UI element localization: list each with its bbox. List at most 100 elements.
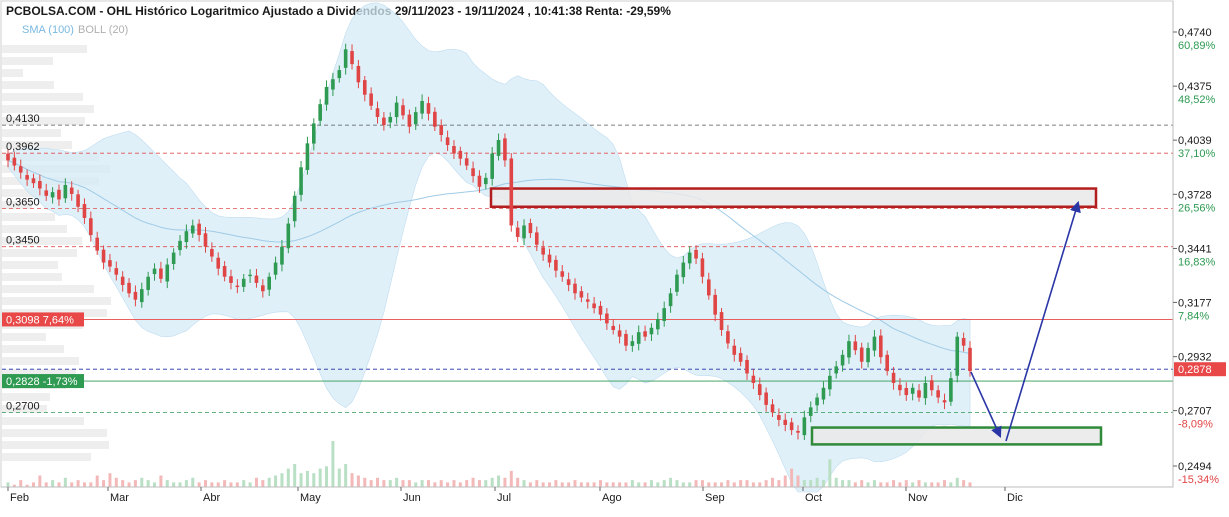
- volume-bar: [433, 482, 437, 487]
- candle: [254, 268, 259, 288]
- legend-boll: BOLL (20): [78, 24, 128, 36]
- volume-bar: [31, 482, 35, 487]
- candle-body: [503, 138, 507, 161]
- candle-body: [471, 168, 475, 177]
- candle: [828, 369, 832, 397]
- candle-body: [611, 325, 616, 330]
- candle: [541, 240, 545, 261]
- volume-bar: [675, 480, 679, 487]
- current-price-tag: 0,2878: [1178, 364, 1212, 376]
- candle-body: [566, 279, 571, 285]
- candle-body: [18, 166, 23, 173]
- candle-body: [866, 347, 870, 363]
- candle: [636, 325, 641, 351]
- candle-body: [834, 366, 839, 374]
- candle: [394, 96, 399, 124]
- candle: [624, 329, 628, 352]
- volume-bar: [210, 482, 214, 487]
- candle: [471, 161, 475, 183]
- candle-body: [362, 80, 367, 95]
- candle-body: [331, 79, 335, 90]
- volume-bar: [102, 480, 106, 487]
- candle-body: [764, 392, 768, 405]
- candle-body: [197, 223, 201, 236]
- volume-bar: [191, 477, 195, 487]
- profile-bar: [2, 237, 82, 245]
- volume-bar: [732, 482, 736, 487]
- candle: [57, 184, 61, 206]
- candle: [783, 413, 788, 432]
- volume-bar: [605, 482, 609, 487]
- candle-body: [961, 338, 966, 346]
- candle: [82, 198, 87, 224]
- volume-bar: [172, 482, 176, 487]
- volume-bar: [872, 480, 876, 487]
- candle-body: [350, 51, 354, 65]
- candles: [6, 43, 972, 441]
- candle-body: [847, 341, 851, 358]
- candle-body: [828, 375, 832, 390]
- volume-bar: [885, 482, 889, 487]
- volume-bar: [426, 480, 430, 487]
- candle-body: [420, 100, 424, 114]
- candle: [560, 265, 565, 282]
- candle: [859, 342, 864, 369]
- month-label: Ago: [602, 492, 622, 504]
- volume-bar: [248, 482, 252, 487]
- candle: [898, 378, 902, 396]
- candle: [305, 136, 310, 175]
- profile-bar: [2, 393, 50, 401]
- candle: [197, 219, 201, 242]
- candle-body: [127, 282, 131, 294]
- candle-body: [936, 390, 940, 398]
- volume-bar: [484, 480, 488, 487]
- volume-bar: [165, 480, 169, 487]
- volume-bar: [159, 475, 163, 487]
- candle-body: [82, 204, 87, 218]
- volume-bar: [261, 480, 265, 487]
- volume-bar: [267, 477, 271, 487]
- right-axis-pct: 7,84%: [1178, 310, 1209, 322]
- volume-bar: [630, 480, 634, 487]
- volume-bar: [407, 480, 411, 487]
- volume-bar: [89, 482, 93, 487]
- candle-body: [496, 139, 501, 156]
- candle: [885, 350, 889, 376]
- right-axis-price: 0,4039: [1178, 135, 1212, 147]
- candle-body: [139, 289, 144, 303]
- volume-bar: [528, 482, 532, 487]
- candle: [127, 278, 131, 298]
- candle-body: [808, 407, 813, 416]
- volume-bar: [242, 480, 246, 487]
- volume-bar: [70, 482, 74, 487]
- candle-body: [407, 114, 412, 127]
- volume-bar: [229, 482, 233, 487]
- candle: [764, 387, 768, 412]
- candle: [407, 109, 412, 134]
- candle-body: [955, 336, 960, 376]
- candle-body: [152, 268, 157, 275]
- profile-bar: [2, 213, 55, 221]
- volume-bar: [720, 482, 724, 487]
- candle-body: [69, 187, 74, 194]
- volume-bar: [598, 480, 602, 487]
- volume-bar: [802, 480, 806, 487]
- candle: [777, 408, 781, 427]
- level-label: 0,4130: [6, 113, 40, 125]
- volume-bar: [834, 477, 838, 487]
- candle: [171, 248, 176, 270]
- candle: [847, 334, 851, 364]
- level-label: 0,2700: [6, 400, 40, 412]
- volume-bar: [541, 482, 545, 487]
- candle: [503, 133, 507, 167]
- volume-bar: [477, 480, 481, 487]
- candle: [343, 43, 348, 75]
- volume-bar: [6, 482, 10, 487]
- candle: [261, 279, 265, 298]
- candle: [362, 76, 367, 102]
- volume-bar: [331, 441, 335, 487]
- candle-body: [821, 387, 826, 400]
- volume-bar: [643, 482, 647, 487]
- volume-bar: [560, 482, 564, 487]
